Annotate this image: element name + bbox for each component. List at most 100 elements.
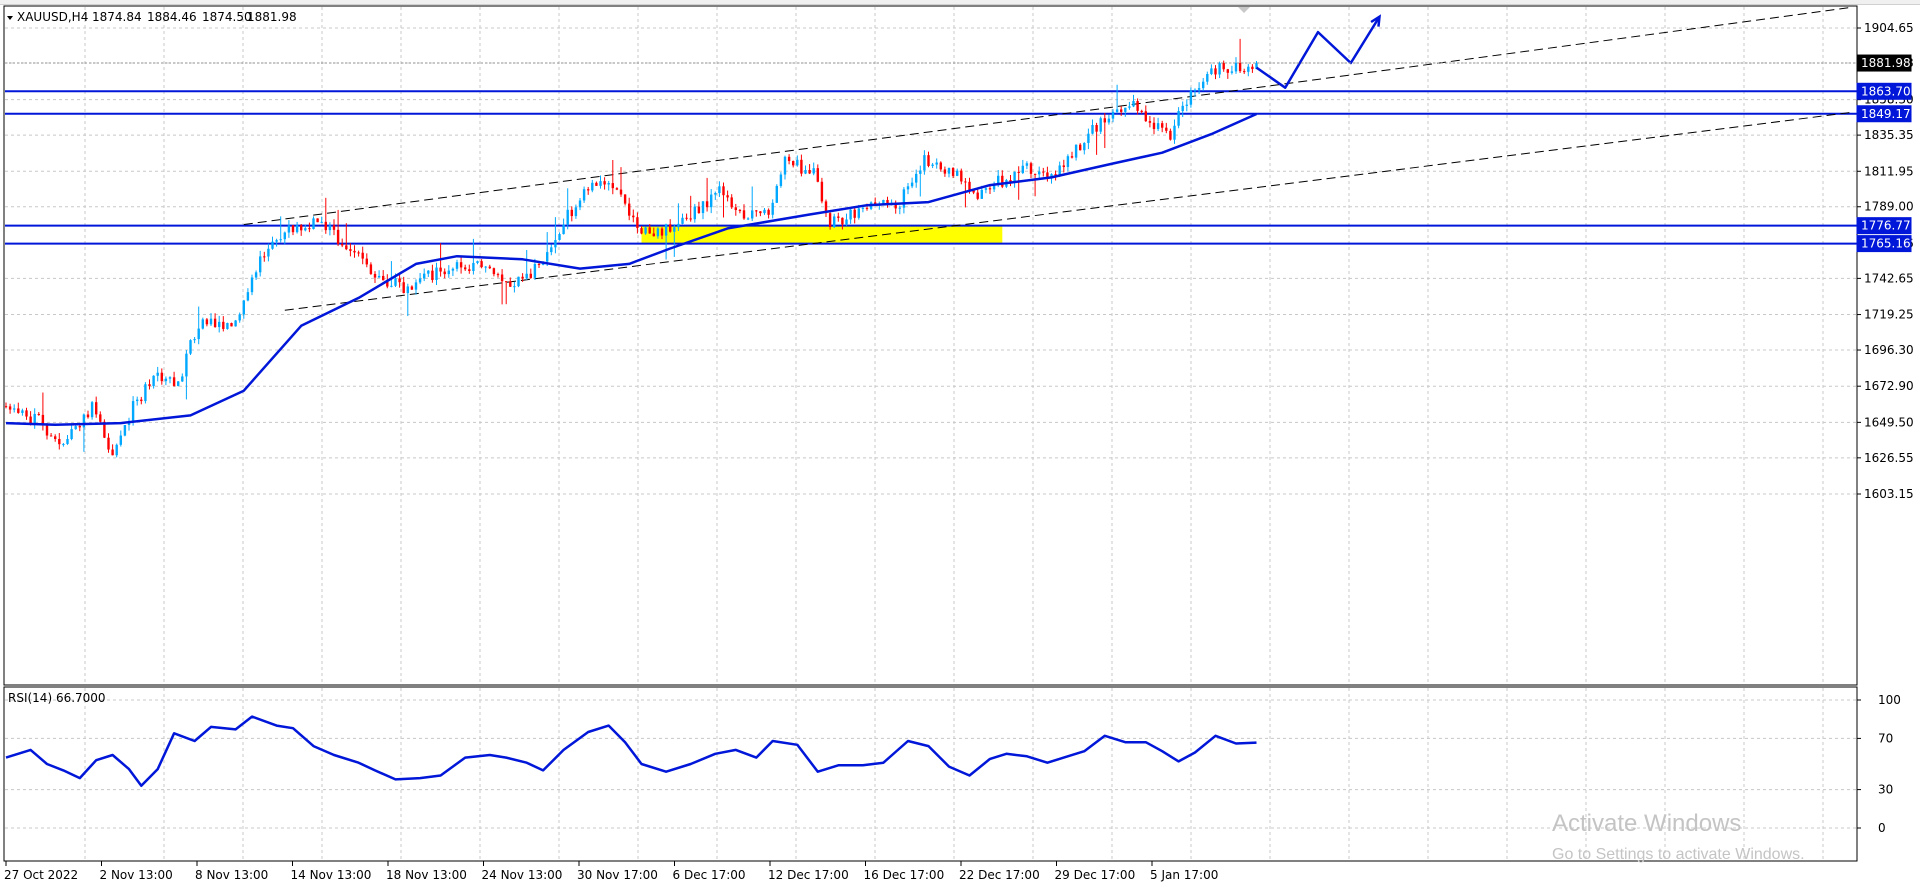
candle-bull [984,188,988,190]
candle-bull [910,182,914,187]
candle-bear [1214,68,1217,75]
candle-bull [574,207,578,217]
candle-bull [246,292,250,301]
candle-bull [259,256,262,273]
candle-bull [923,155,926,171]
candle-bull [533,264,537,278]
candle-bull [197,328,200,340]
price-tag-box [1856,105,1912,123]
candle-bull [861,207,865,209]
candle-bear [1222,63,1225,70]
horizontal-levels[interactable] [5,90,1857,245]
candle-bear [373,273,377,278]
channel-upper-line[interactable] [243,7,1852,226]
candle-bear [603,181,606,185]
moving-average-line [5,112,1258,426]
candle-bull [1173,125,1176,140]
candle-bull [242,300,245,315]
price-tick-label: 1672.90 [1864,379,1914,393]
projection-arrow[interactable] [1255,14,1382,89]
candle-bear [1103,118,1106,123]
candle-bear [619,189,623,195]
candle-bull [70,429,73,440]
candle-bear [1251,66,1254,70]
price-tick-label: 1603.15 [1864,487,1914,501]
candle-bull [882,199,885,205]
candle-bear [341,243,344,246]
candle-bear [1095,124,1098,132]
price-tag-box [1856,54,1912,72]
candle-bull [644,227,647,234]
candle-bull [1206,74,1209,82]
time-tick-label: 27 Oct 2022 [4,868,78,882]
header-low: 1874.50 [202,10,252,24]
candle-bear [1144,111,1147,122]
header-open: 1874.84 [92,10,142,24]
candle-bear [705,201,709,208]
candle-bull [1128,106,1131,108]
candle-bear [1165,127,1168,131]
candle-bear [488,266,491,269]
candle-bear [853,209,856,218]
candle-bull [21,410,24,413]
candle-bull [833,216,836,228]
candle-bear [480,261,483,268]
candle-bull [136,399,139,402]
candle-bull [775,185,778,203]
candle-bull [656,228,660,237]
time-tick-label: 29 Dec 17:00 [1055,868,1136,882]
candle-bull [906,186,910,190]
projection-path[interactable] [1255,15,1381,89]
candle-bull [919,170,922,174]
candle-bear [332,225,336,230]
candle-bull [304,228,307,231]
candle-bull [250,277,254,293]
candle-bear [1238,62,1242,72]
candle-bull [164,378,168,382]
candle-bull [1111,111,1115,119]
candle-bull [550,247,553,253]
rsi-header: RSI(14) 66.7000 [8,691,106,705]
time-tick-label: 6 Dec 17:00 [673,868,746,882]
candle-bull [484,266,487,268]
chart-header: XAUUSD,H4 1874.84 1884.46 1874.50 1881.9… [7,10,297,24]
candle-bull [209,318,213,325]
rsi-tick-label: 30 [1878,783,1893,797]
candle-bear [640,228,643,234]
candle-bull [546,252,549,262]
candle-bear [816,168,819,182]
candle-bear [5,406,8,408]
candle-bear [103,421,106,438]
candle-bear [628,203,631,216]
trend-channel[interactable] [243,7,1852,311]
candle-bear [17,408,20,413]
time-tick-label: 24 Nov 13:00 [482,868,563,882]
channel-lower-line[interactable] [284,111,1852,311]
candle-bear [1033,173,1037,175]
candle-bull [201,319,204,329]
candle-bear [49,435,53,437]
candle-bull [1013,171,1016,183]
candle-bull [390,285,393,287]
triangle-down-icon[interactable] [7,16,13,20]
candle-bear [837,216,840,218]
candle-bear [58,438,61,445]
candle-bear [1001,175,1004,187]
candle-bear [439,267,442,272]
candle-bull [406,286,409,294]
candle-bull [90,402,94,418]
time-tick-label: 14 Nov 13:00 [291,868,372,882]
candle-bear [500,274,504,282]
candle-bear [336,229,340,244]
candle-bear [968,181,971,191]
candle-bull [33,413,36,424]
candle-bull [423,273,426,279]
candle-bull [935,162,938,165]
candle-bull [1107,118,1111,123]
candle-bull [123,425,127,436]
shift-marker-icon[interactable] [1238,7,1250,13]
rsi-tick-label: 100 [1878,693,1901,707]
candle-bull [152,375,155,387]
candle-bull [578,200,582,208]
